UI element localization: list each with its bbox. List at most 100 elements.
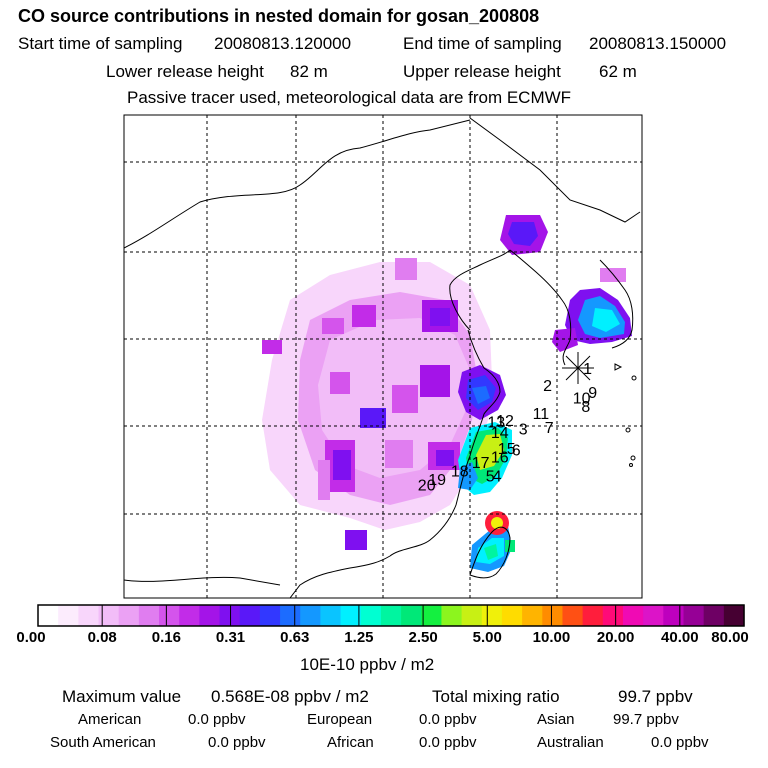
colorbar-outline (37, 604, 745, 627)
colorbar-swatch (401, 605, 422, 626)
colorbar-swatch (239, 605, 261, 626)
region-african-value: 0.0 ppbv (419, 734, 477, 751)
trajectory-marker-1: 1 (583, 361, 592, 378)
colorbar-swatch (683, 605, 705, 626)
colorbar-tick-label: 40.00 (661, 629, 699, 646)
colorbar-swatch (360, 605, 382, 626)
colorbar-tick-label: 0.16 (151, 629, 181, 646)
colorbar-swatch (300, 605, 321, 626)
colorbar-tick-label: 0.08 (87, 629, 117, 646)
colorbar-swatch (199, 605, 221, 626)
colorbar-swatch (481, 605, 503, 626)
colorbar-swatch (280, 605, 301, 626)
region-european-name: European (307, 711, 373, 728)
colorbar-swatch (138, 605, 160, 626)
trajectory-marker-5: 5 (486, 469, 495, 486)
start-time-label: Start time of sampling (18, 34, 183, 53)
end-time-label: End time of sampling (403, 34, 562, 53)
colorbar-tick-label: 1.25 (344, 629, 374, 646)
max-value-label: Maximum value (62, 687, 182, 706)
region-american-name: American (78, 711, 142, 728)
colorbar-swatch (703, 605, 725, 626)
colorbar-swatch (663, 605, 685, 626)
upper-release-value: 62 m (599, 62, 637, 81)
trajectory-marker-13: 13 (487, 415, 505, 432)
colorbar-swatch (380, 605, 402, 626)
colorbar-swatch (522, 605, 543, 626)
colorbar-swatch (340, 605, 362, 626)
trajectory-marker-10: 10 (573, 390, 591, 407)
trajectory-marker-9: 9 (588, 385, 597, 402)
colorbar-swatch (582, 605, 604, 626)
colorbar-swatch (441, 605, 463, 626)
trajectory-marker-19: 19 (428, 472, 446, 489)
colorbar-tick-label: 0.00 (16, 629, 46, 646)
trajectory-marker-12: 12 (496, 413, 514, 430)
colorbar-tick-label: 20.00 (596, 629, 635, 646)
colorbar-swatch (98, 605, 120, 626)
trajectory-marker-11: 11 (533, 406, 550, 423)
colorbar (37, 604, 745, 627)
region-asian-name: Asian (537, 711, 575, 728)
colorbar-swatch (602, 605, 624, 626)
max-value: 0.568E-08 ppbv / m2 (211, 687, 369, 706)
map-frame (123, 114, 643, 599)
trajectory-marker-14: 14 (491, 425, 509, 442)
region-australian-name: Australian (537, 734, 604, 751)
trajectory-marker-7: 7 (545, 420, 554, 437)
colorbar-tick-label: 10.00 (532, 629, 571, 646)
colorbar-tick-label: 0.31 (215, 629, 246, 646)
colorbar-tick-label: 5.00 (472, 629, 502, 646)
region-south-american-value: 0.0 ppbv (208, 734, 266, 751)
trajectory-marker-6: 6 (512, 443, 521, 460)
coastlines (124, 117, 641, 598)
start-time-value: 20080813.120000 (214, 34, 352, 53)
trajectory-marker-15: 15 (498, 441, 516, 458)
receptor-site-marker (562, 352, 594, 384)
trajectory-marker-4: 4 (493, 469, 502, 486)
colorbar-swatch (179, 605, 200, 626)
end-time-value: 20080813.150000 (589, 34, 727, 53)
colorbar-swatch (118, 605, 140, 626)
region-australian-value: 0.0 ppbv (651, 734, 709, 751)
colorbar-swatch (421, 605, 443, 626)
colorbar-swatch (259, 605, 281, 626)
region-european-value: 0.0 ppbv (419, 711, 477, 728)
colorbar-swatch (622, 605, 644, 626)
concentration-field (262, 215, 632, 572)
colorbar-tick-label: 0.63 (280, 629, 310, 646)
colorbar-swatch (723, 605, 745, 626)
colorbar-swatch (501, 605, 523, 626)
region-american-value: 0.0 ppbv (188, 711, 246, 728)
total-mixing-value: 99.7 ppbv (618, 687, 693, 706)
plot-area (124, 115, 642, 598)
region-african-name: African (327, 734, 374, 751)
colorbar-swatch (562, 605, 584, 626)
trajectory-marker-8: 8 (581, 399, 590, 416)
tracer-note: Passive tracer used, meteorological data… (127, 88, 572, 107)
colorbar-swatch (542, 605, 564, 626)
colorbar-swatch (58, 605, 79, 626)
trajectory-marker-18: 18 (451, 464, 469, 481)
colorbar-swatch (219, 605, 241, 626)
colorbar-swatch (461, 605, 483, 626)
colorbar-swatch (159, 605, 180, 626)
colorbar-swatch (320, 605, 342, 626)
grid-lines (124, 115, 642, 598)
total-mixing-label: Total mixing ratio (432, 687, 560, 706)
lower-release-value: 82 m (290, 62, 328, 81)
trajectory-marker-20: 20 (418, 477, 436, 494)
trajectory-marker-3: 3 (519, 422, 528, 439)
region-south-american-name: South American (50, 734, 156, 751)
colorbar-swatch (78, 605, 100, 626)
colorbar-swatch (643, 605, 664, 626)
page-title: CO source contributions in nested domain… (18, 6, 540, 26)
region-asian-value: 99.7 ppbv (613, 711, 679, 728)
colorbar-swatch (38, 605, 59, 626)
colorbar-tick-label: 2.50 (408, 629, 438, 646)
trajectory-marker-2: 2 (543, 378, 552, 395)
trajectory-marker-16: 16 (491, 450, 509, 467)
colorbar-tick-label: 80.00 (711, 629, 749, 646)
